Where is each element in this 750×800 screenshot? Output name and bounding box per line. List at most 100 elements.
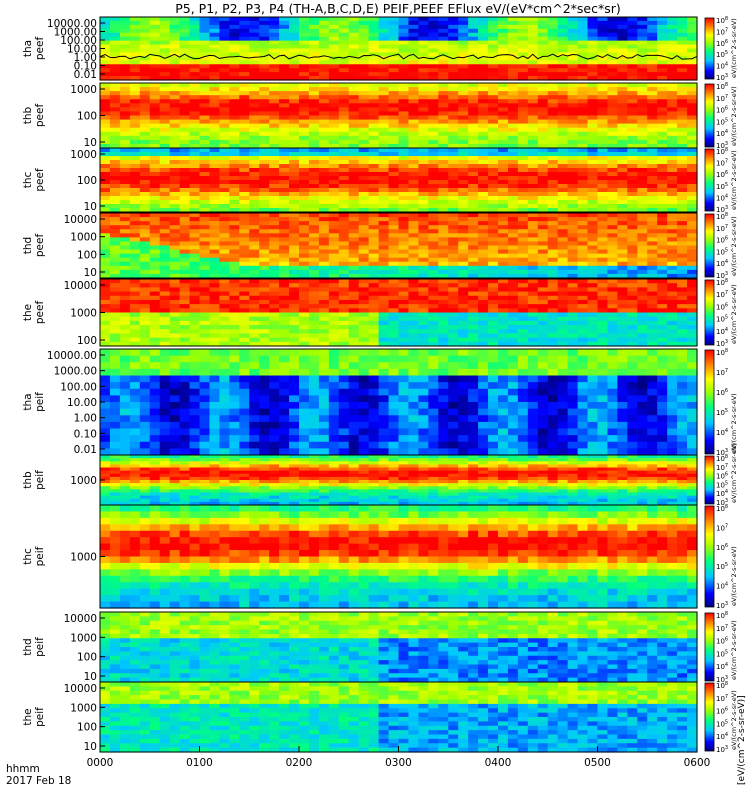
thc-peef-cell	[159, 148, 171, 153]
the-peef-cell	[139, 333, 151, 339]
thd-peef-cell	[557, 261, 569, 267]
tha-peef-cell	[607, 60, 618, 65]
the-peef-cell	[229, 279, 240, 284]
the-peef-cell	[507, 304, 519, 309]
thc-peef-cell	[537, 160, 549, 165]
thc-peef-cell	[388, 152, 400, 157]
thc-peef-cell	[308, 188, 320, 193]
the-peef-cell	[229, 341, 240, 347]
thd-peef-cell	[438, 229, 449, 234]
the-peef-cell	[149, 320, 161, 326]
thd-peef-cell	[438, 265, 449, 271]
thd-peef-cell	[259, 249, 270, 255]
tha-peef-cell	[378, 32, 390, 38]
thb-peef-cell	[687, 107, 698, 113]
tha-peef-cell	[577, 48, 589, 54]
the-peef-cell	[279, 299, 290, 305]
thb-peef-cell	[468, 111, 479, 117]
thc-peef-cell	[189, 156, 201, 161]
tha-peef-cell	[677, 17, 688, 22]
thd-peef-cell	[418, 269, 429, 275]
tha-peef-cell	[119, 20, 131, 26]
the-peef-cell	[507, 295, 519, 301]
thc-peef-cell	[159, 188, 171, 193]
thc-peef-cell	[209, 200, 220, 205]
thd-peef-cell	[547, 265, 559, 271]
thb-peef-cell	[398, 107, 410, 113]
thd-peef-cell	[368, 249, 380, 255]
thc-peef-cell	[239, 148, 250, 153]
colorbar-tick-label: 108	[716, 82, 728, 91]
thb-peef-cell	[119, 87, 131, 92]
thb-peef-cell	[338, 87, 350, 92]
thc-peef-cell	[159, 208, 171, 213]
thc-peef-cell	[448, 184, 459, 189]
thb-peef-cell	[617, 135, 628, 141]
thd-peef-cell	[647, 225, 658, 230]
tha-peef-cell	[308, 60, 320, 65]
tha-peef-cell	[627, 24, 638, 30]
the-peef-cell	[527, 341, 539, 347]
tha-peef-cell	[557, 60, 569, 65]
thd-peef-cell	[637, 273, 648, 279]
thd-peef-cell	[468, 245, 479, 251]
the-peef-cell	[189, 279, 201, 284]
the-peef-cell	[597, 283, 609, 288]
thb-peef-cell	[498, 135, 509, 141]
the-peef-cell	[527, 333, 539, 339]
tha-peef-cell	[139, 72, 151, 77]
the-peef-cell	[637, 316, 648, 322]
the-peef-cell	[577, 329, 589, 335]
thc-peef-cell	[318, 192, 330, 197]
tha-peef-cell	[418, 17, 429, 22]
thb-peef-cell	[607, 143, 618, 149]
tha-peef-cell	[219, 32, 230, 38]
thb-peef-cell	[318, 143, 330, 149]
tha-peef-cell	[537, 52, 549, 57]
thd-peef-cell	[408, 213, 419, 218]
tha-peef-cell	[478, 32, 489, 38]
tha-peef-cell	[577, 44, 589, 50]
thc-peef-cell	[537, 184, 549, 189]
the-peef-cell	[159, 279, 171, 284]
the-peef-cell	[557, 325, 569, 330]
the-peef-cell	[657, 295, 668, 301]
thc-peef-cell	[239, 160, 250, 165]
thd-peef-cell	[169, 261, 181, 267]
thd-peef-cell	[259, 257, 270, 263]
the-peef-cell	[219, 295, 230, 301]
thd-peef-cell	[338, 229, 350, 234]
thb-peef-cell	[109, 115, 121, 121]
thb-peef-cell	[179, 143, 191, 149]
tha-peif-cell	[129, 435, 141, 443]
thc-peef-cell	[527, 160, 539, 165]
thd-peef-cell	[657, 265, 668, 271]
thc-peef-cell	[597, 168, 609, 173]
thc-peef-cell	[348, 204, 360, 209]
thb-peef-cell	[189, 135, 201, 141]
thb-peef-cell	[498, 131, 509, 137]
tha-peef-cell	[199, 76, 211, 81]
thc-peef-cell	[468, 188, 479, 193]
the-peef-cell	[239, 325, 250, 330]
the-peef-cell	[607, 304, 618, 309]
thd-peef-cell	[607, 261, 618, 267]
thc-peef-cell	[139, 176, 151, 181]
tha-peef-cell	[100, 28, 111, 34]
thd-peef-cell	[109, 217, 121, 222]
thd-peef-cell	[637, 241, 648, 247]
tha-peef-cell	[318, 28, 330, 34]
the-peef-cell	[438, 337, 449, 343]
tha-peef-cell	[259, 36, 270, 42]
thd-peef-cell	[567, 221, 579, 226]
thd-peef-cell	[468, 241, 479, 247]
the-peef-cell	[169, 299, 181, 305]
thc-peef-cell	[239, 188, 250, 193]
thb-peef-cell	[418, 87, 429, 92]
thd-peef-cell	[667, 257, 678, 263]
tha-peef-cell	[448, 32, 459, 38]
tha-peef-cell	[358, 52, 370, 57]
thb-peef-cell	[478, 119, 489, 125]
thd-peef-cell	[458, 249, 469, 255]
thb-peef-cell	[348, 135, 360, 141]
